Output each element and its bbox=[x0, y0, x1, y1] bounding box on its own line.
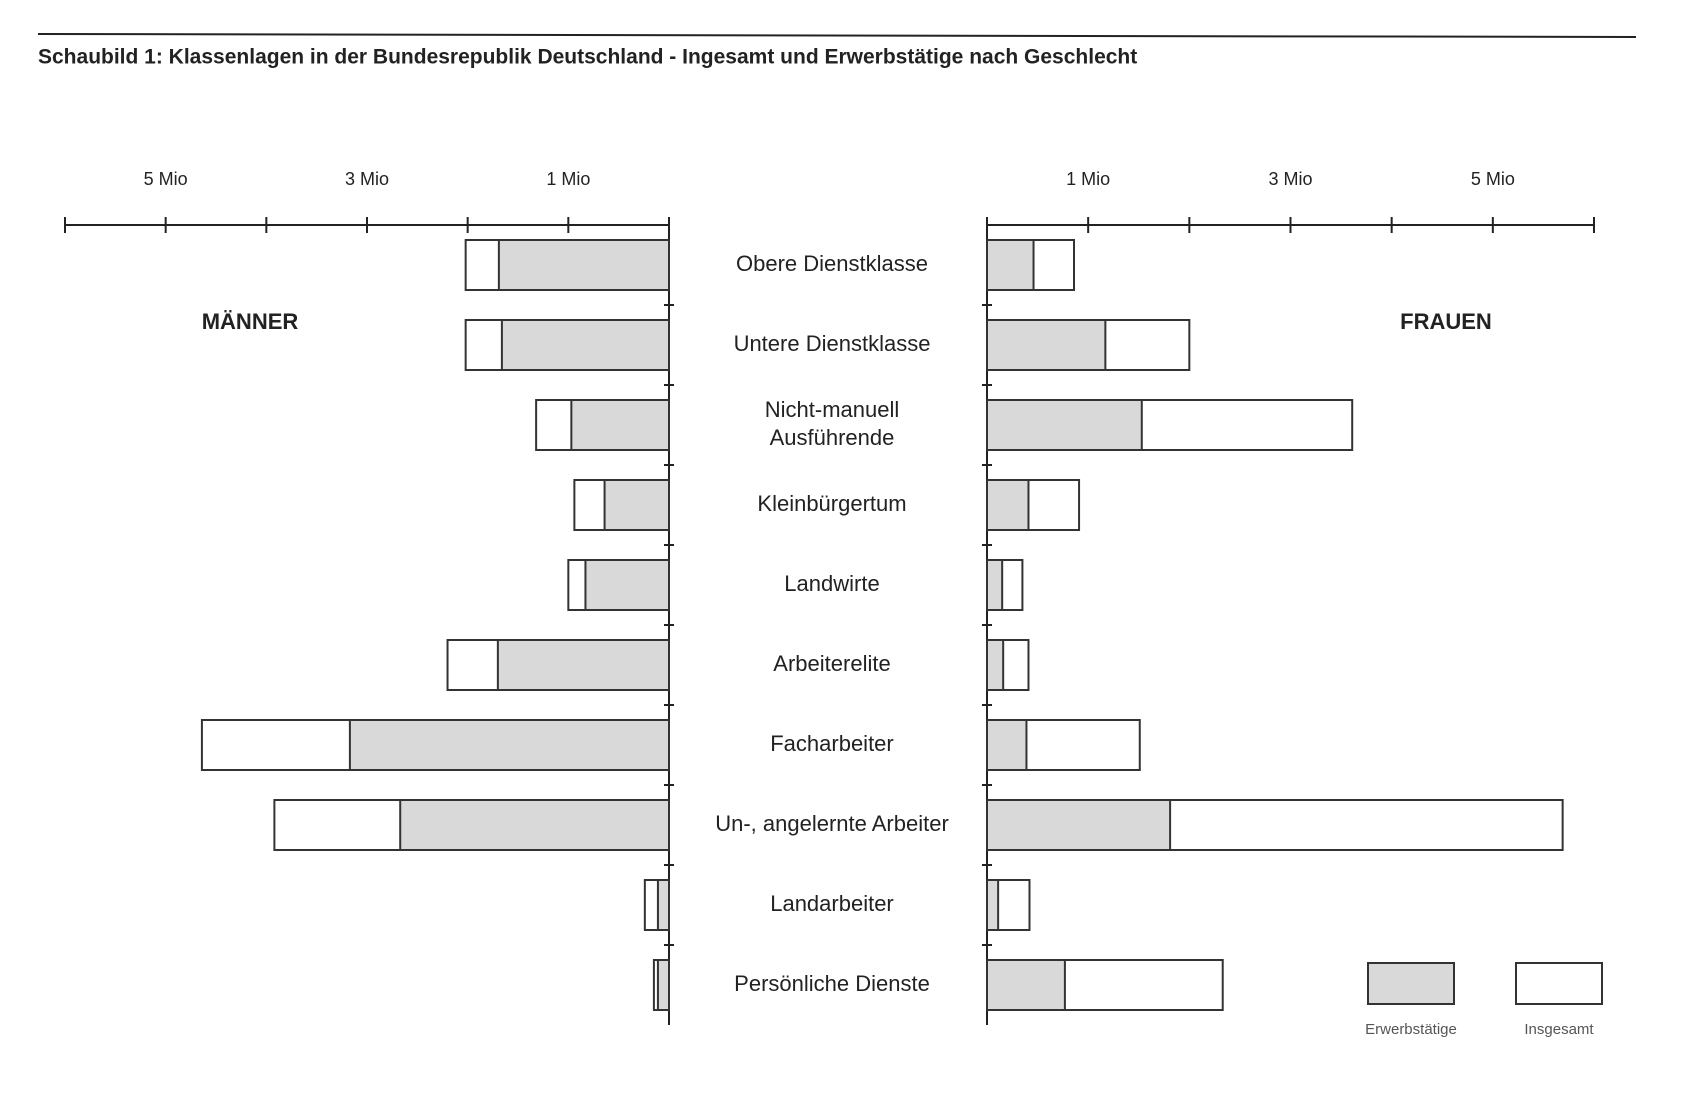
panel-label: MÄNNER bbox=[202, 309, 299, 334]
bar bbox=[986, 479, 1030, 531]
bar bbox=[497, 239, 670, 291]
bar bbox=[986, 799, 1172, 851]
category-label: Kleinbürgertum bbox=[757, 491, 906, 516]
category-label: Nicht-manuell Ausführende bbox=[765, 397, 900, 450]
legend-swatch bbox=[1515, 962, 1603, 1005]
category-label: Un-, angelernte Arbeiter bbox=[715, 811, 949, 836]
bar bbox=[986, 959, 1066, 1011]
category-label: Persönliche Dienste bbox=[734, 971, 930, 996]
x-tick-label: 3 Mio bbox=[1268, 169, 1312, 189]
bar bbox=[348, 719, 670, 771]
bar bbox=[986, 239, 1035, 291]
bar bbox=[986, 639, 1005, 691]
bar bbox=[986, 319, 1107, 371]
category-label: Facharbeiter bbox=[770, 731, 894, 756]
category-label-line: Nicht-manuell bbox=[765, 397, 900, 422]
category-label: Untere Dienstklasse bbox=[734, 331, 931, 356]
x-tick-label: 5 Mio bbox=[144, 169, 188, 189]
category-label: Obere Dienstklasse bbox=[736, 251, 928, 276]
x-tick-label: 1 Mio bbox=[546, 169, 590, 189]
bar bbox=[399, 799, 670, 851]
x-tick-label: 3 Mio bbox=[345, 169, 389, 189]
x-tick-label: 5 Mio bbox=[1471, 169, 1515, 189]
legend-label: Insgesamt bbox=[1524, 1021, 1594, 1038]
category-label: Arbeiterelite bbox=[773, 651, 890, 676]
category-label: Landarbeiter bbox=[770, 891, 894, 916]
bar bbox=[986, 399, 1143, 451]
legend-swatch bbox=[1367, 962, 1455, 1005]
bar bbox=[656, 879, 671, 931]
bar bbox=[496, 639, 670, 691]
bar bbox=[986, 559, 1004, 611]
bar bbox=[986, 879, 1000, 931]
top-rule bbox=[37, 33, 1637, 38]
category-label-line: Ausführende bbox=[770, 425, 895, 450]
bar bbox=[656, 959, 671, 1011]
bar bbox=[603, 479, 670, 531]
bar bbox=[570, 399, 670, 451]
bar bbox=[986, 719, 1028, 771]
x-tick-label: 1 Mio bbox=[1066, 169, 1110, 189]
legend-label: Erwerbstätige bbox=[1365, 1021, 1457, 1038]
bar bbox=[584, 559, 670, 611]
bar bbox=[500, 319, 671, 371]
category-label: Landwirte bbox=[784, 571, 879, 596]
chart-title: Schaubild 1: Klassenlagen in der Bundesr… bbox=[38, 46, 1137, 69]
panel-label: FRAUEN bbox=[1400, 309, 1492, 334]
